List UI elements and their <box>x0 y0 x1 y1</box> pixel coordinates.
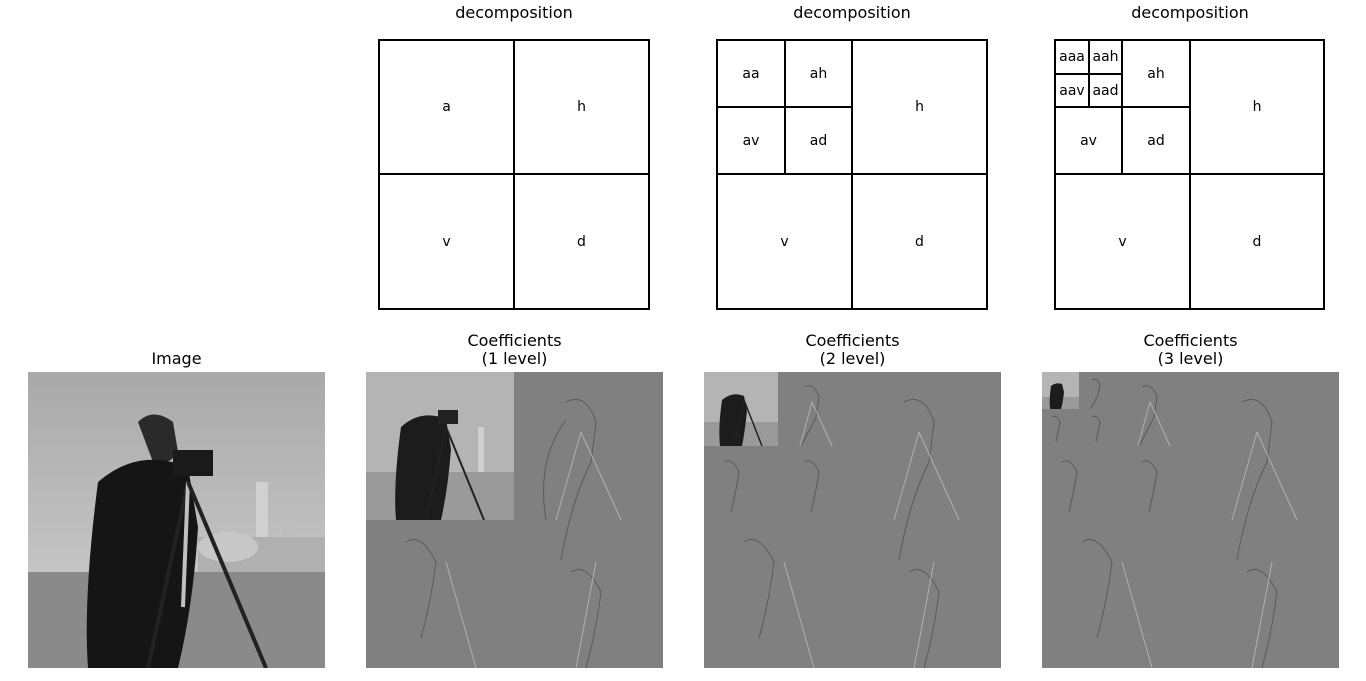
coefficients-image-3 <box>1042 372 1339 668</box>
subband-d: d <box>851 173 988 310</box>
subband-ad: ad <box>784 106 853 175</box>
subband-v: v <box>716 173 853 310</box>
subband-aav: aav <box>1054 73 1090 108</box>
subband-h: h <box>513 39 650 175</box>
coefficients-title-2: Coefficients (2 level) <box>805 331 900 368</box>
subband-d: d <box>1189 173 1325 310</box>
subband-h: h <box>851 39 988 175</box>
subband-d: d <box>513 173 650 310</box>
decomposition-title-2: decomposition <box>793 3 911 22</box>
subband-av: av <box>1054 106 1123 175</box>
decomposition-title-1: decomposition <box>455 3 573 22</box>
coefficients-image-1 <box>366 372 663 668</box>
subband-v: v <box>378 173 515 310</box>
subband-ad: ad <box>1121 106 1191 175</box>
subband-v: v <box>1054 173 1191 310</box>
subband-ah: ah <box>784 39 853 108</box>
subband-ah: ah <box>1121 39 1191 108</box>
subband-aaa: aaa <box>1054 39 1090 75</box>
subband-aa: aa <box>716 39 786 108</box>
subband-av: av <box>716 106 786 175</box>
subband-aah: aah <box>1088 39 1123 75</box>
coefficients-title-1: Coefficients (1 level) <box>467 331 562 368</box>
image-title: Image <box>151 349 202 368</box>
subband-h: h <box>1189 39 1325 175</box>
subband-aad: aad <box>1088 73 1123 108</box>
decomposition-title-3: decomposition <box>1131 3 1249 22</box>
coefficients-image-2 <box>704 372 1001 668</box>
original-image <box>28 372 325 668</box>
coefficients-title-3: Coefficients (3 level) <box>1143 331 1238 368</box>
subband-a: a <box>378 39 515 175</box>
